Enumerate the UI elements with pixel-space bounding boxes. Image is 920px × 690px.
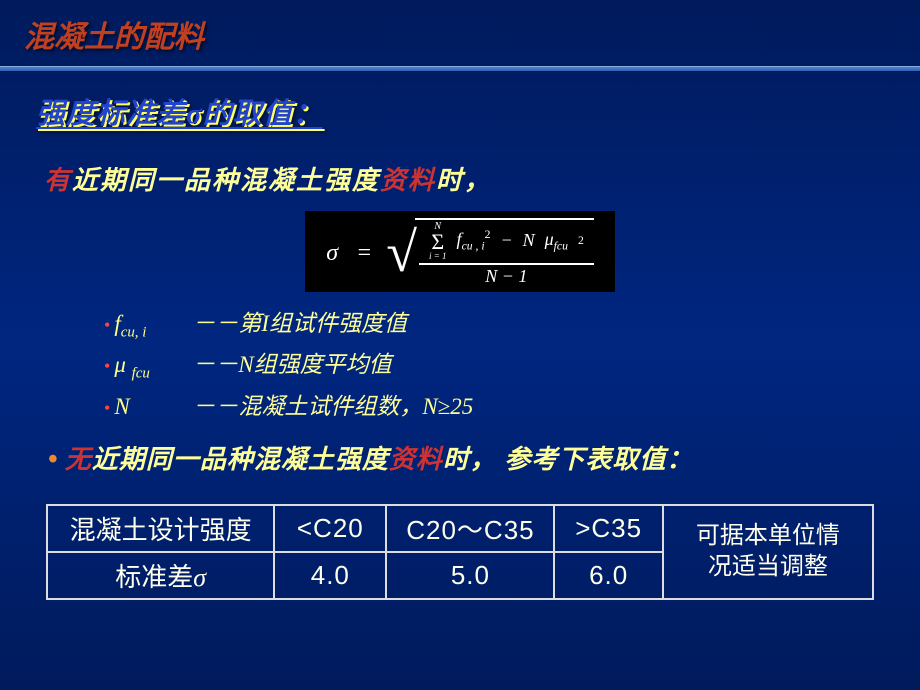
sigma-symbol: σ — [326, 240, 338, 266]
def-text-n: 混凝土试件组数，N≥25 — [238, 387, 473, 421]
sigma-table-container: 混凝土设计强度 <C20 C20～C35 >C35 可据本单位情 况适当调整 标… — [36, 504, 884, 600]
cell-val-3: 6.0 — [554, 552, 662, 599]
slide-header: 混凝土的配料 — [0, 0, 920, 64]
cell-gt-c35: >C35 — [554, 505, 662, 552]
mu-symbol: μ — [545, 229, 554, 249]
emphasis-ziliao1: 资料 — [380, 166, 436, 195]
def-row-mu: • μ fcu －－ N组强度平均值 — [104, 345, 884, 383]
f-superscript: 2 — [485, 228, 491, 241]
sum-lower: i = 1 — [429, 252, 447, 261]
def-text-f: 第I组试件强度值 — [238, 304, 407, 338]
sigma-formula: σ = √ N Σ i = 1 fcu , i2 — [305, 211, 615, 292]
def-dash-3: －－ — [192, 387, 238, 421]
def-symbol-mu: μ fcu — [114, 352, 192, 383]
def-row-f: • fcu, i －－ 第I组试件强度值 — [104, 304, 884, 342]
line2-text-a: 近期同一品种混凝土强度 — [92, 439, 389, 476]
def-symbol-f: fcu, i — [114, 311, 192, 342]
bullet-icon: • — [48, 444, 59, 476]
minus-1: − — [500, 230, 512, 251]
cell-val-2: 5.0 — [386, 552, 554, 599]
header-title: 混凝土的配料 — [24, 12, 896, 56]
note-line1: 可据本单位情 — [696, 523, 840, 549]
term-f: fcu , i2 — [457, 228, 491, 253]
cell-note: 可据本单位情 况适当调整 — [663, 505, 873, 599]
emphasis-ziliao2: 资料 — [389, 439, 443, 476]
summation: N Σ i = 1 — [429, 222, 447, 261]
term-N: N — [523, 230, 535, 251]
variable-definitions: • fcu, i －－ 第I组试件强度值 • μ fcu －－ N组强度平均值 … — [104, 304, 884, 421]
table-row: 混凝土设计强度 <C20 C20～C35 >C35 可据本单位情 况适当调整 — [47, 505, 873, 552]
sqrt-expression: √ N Σ i = 1 fcu , i2 − — [386, 218, 594, 289]
def-dash-2: －－ — [192, 345, 238, 379]
formula-lhs: σ = — [326, 240, 372, 267]
term-mu: μfcu — [545, 229, 568, 253]
emphasis-you: 有 — [44, 166, 72, 195]
def-row-n: • N －－ 混凝土试件组数，N≥25 — [104, 387, 884, 421]
sqrt-body: N Σ i = 1 fcu , i2 − N μfcu — [415, 218, 594, 289]
emphasis-wu: 无 — [65, 439, 92, 476]
mu-superscript: 2 — [578, 234, 584, 247]
sigma-reference-table: 混凝土设计强度 <C20 C20～C35 >C35 可据本单位情 况适当调整 标… — [46, 504, 874, 600]
line1-text-a: 近期同一品种混凝土强度 — [72, 166, 380, 195]
formula-container: σ = √ N Σ i = 1 fcu , i2 — [36, 211, 884, 292]
bullet-icon: • — [104, 356, 110, 377]
radical-sign: √ — [386, 231, 417, 276]
line1-text-b: 时， — [436, 166, 492, 195]
mu-subscript: fcu — [554, 239, 568, 252]
section-title: 强度标准差σ的取值： — [36, 90, 884, 132]
def-dash-1: －－ — [192, 304, 238, 338]
cell-label-strength: 混凝土设计强度 — [47, 505, 274, 552]
condition-has-data: 有近期同一品种混凝土强度资料时， — [36, 160, 884, 197]
condition-no-data: • 无近期同一品种混凝土强度资料时， 参考下表取值： — [36, 439, 884, 476]
note-line2: 况适当调整 — [708, 554, 828, 580]
cell-label-sigma: 标准差σ — [47, 552, 274, 599]
bullet-icon: • — [104, 315, 110, 336]
sigma-sum-symbol: Σ — [431, 232, 444, 252]
cell-c20-c35: C20～C35 — [386, 505, 554, 552]
def-symbol-n: N — [114, 394, 192, 420]
equals-sign: = — [356, 240, 372, 266]
f-subscript: cu , i — [462, 240, 485, 253]
cell-val-1: 4.0 — [274, 552, 386, 599]
cell-lt-c20: <C20 — [274, 505, 386, 552]
line2-text-b: 时， 参考下表取值： — [443, 439, 694, 476]
denominator: N − 1 — [419, 263, 594, 289]
def-text-mu: N组强度平均值 — [238, 345, 391, 379]
fraction: N Σ i = 1 fcu , i2 − N μfcu — [419, 220, 594, 289]
bullet-icon: • — [104, 398, 110, 419]
slide-content: 强度标准差σ的取值： 有近期同一品种混凝土强度资料时， σ = √ N Σ — [0, 72, 920, 600]
numerator: N Σ i = 1 fcu , i2 − N μfcu — [419, 220, 594, 263]
